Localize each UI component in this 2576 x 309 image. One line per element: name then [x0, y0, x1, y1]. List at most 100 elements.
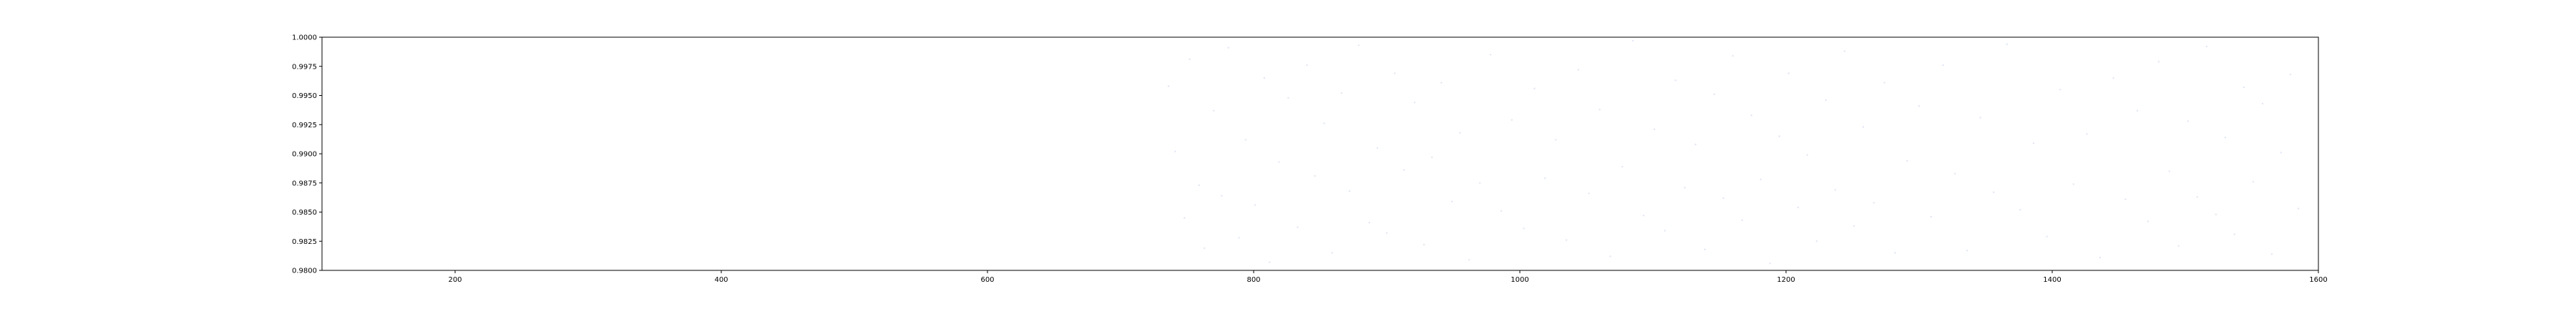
scatter-point [1769, 263, 1771, 265]
scatter-point [2157, 61, 2160, 63]
scatter-point [2059, 89, 2062, 91]
x-tick-label: 800 [1246, 276, 1260, 284]
scatter-point [2289, 74, 2292, 76]
scatter-point [2297, 207, 2300, 210]
scatter-point [1368, 222, 1371, 224]
scatter-point [1306, 64, 1308, 67]
scatter-point [1167, 85, 1170, 87]
scatter-point [1834, 189, 1836, 191]
scatter-point [1287, 97, 1289, 99]
scatter-point [1750, 114, 1752, 117]
scatter-point [1642, 215, 1645, 217]
scatter-point [1213, 109, 1215, 112]
scatter-point [2252, 180, 2255, 183]
scatter-point [2147, 220, 2150, 222]
scatter-point [1621, 165, 1624, 168]
scatter-point [1906, 160, 1908, 162]
scatter-point [2112, 77, 2114, 79]
scatter-point [2136, 109, 2139, 112]
scatter-point [1403, 169, 1405, 171]
scatter-point [1825, 99, 1827, 102]
scatter-point [1189, 58, 1191, 61]
scatter-point [1263, 77, 1266, 79]
scatter-point [1198, 184, 1200, 187]
scatter-point [1450, 200, 1453, 202]
scatter-point [1555, 139, 1557, 141]
scatter-point [1340, 92, 1343, 94]
x-tick-label: 1400 [2043, 276, 2061, 284]
scatter-point [1664, 230, 1666, 232]
scatter-point [1227, 46, 1229, 49]
scatter-point [1459, 132, 1461, 134]
scatter-point [2233, 233, 2235, 235]
x-tick-label: 400 [714, 276, 728, 284]
scatter-point [1853, 225, 1855, 227]
scatter-point [1732, 54, 1734, 57]
y-tick-label: 0.9900 [292, 151, 317, 159]
scatter-point [1704, 248, 1706, 250]
scatter-point [1331, 252, 1333, 254]
scatter-point [1778, 135, 1780, 137]
scatter-point [1873, 202, 1875, 204]
scatter-point [2280, 152, 2283, 154]
scatter-point [1713, 93, 1715, 96]
scatter-point [2187, 120, 2189, 122]
y-tick-label: 1.0000 [292, 34, 317, 42]
scatter-point [1694, 143, 1697, 146]
scatter-point [2124, 198, 2127, 200]
scatter-point [1862, 126, 1865, 128]
scatter-point [1588, 192, 1590, 195]
plot-frame [321, 36, 2319, 271]
scatter-point [1966, 250, 1968, 252]
scatter-point [1565, 239, 1568, 241]
scatter-point [1489, 54, 1492, 56]
scatter-point [1440, 82, 1443, 84]
scatter-point [2099, 256, 2102, 259]
scatter-point [2046, 235, 2048, 237]
scatter-point [1883, 82, 1885, 84]
scatter-point [1314, 175, 1316, 177]
y-tick-label: 0.9850 [292, 209, 317, 217]
scatter-point [1184, 217, 1186, 219]
scatter-point [1348, 190, 1351, 192]
scatter-point [2270, 253, 2273, 255]
data-points [1167, 39, 2300, 265]
y-axis: 0.9800 0.9825 0.9850 0.9875 0.9900 0.9925 0.99… [292, 34, 322, 275]
scatter-point [1385, 232, 1388, 234]
scatter-point [2215, 213, 2217, 215]
scatter-point [1500, 210, 1503, 212]
scatter-point [1930, 215, 1932, 218]
x-tick-label: 1000 [1511, 276, 1528, 284]
scatter-point [1174, 150, 1176, 152]
scatter-point [2086, 133, 2088, 135]
scatter-point [1254, 204, 1257, 206]
y-tick-label: 0.9825 [292, 238, 317, 246]
scatter-point [1599, 108, 1601, 111]
scatter-point [1894, 252, 1896, 254]
scatter-point [2196, 196, 2198, 198]
scatter-point [1787, 72, 1790, 74]
scatter-point [1297, 226, 1299, 228]
scatter-point [1722, 197, 1724, 200]
scatter-point [1479, 182, 1481, 184]
x-tick-label: 1600 [2309, 276, 2327, 284]
scatter-point [1544, 177, 1546, 180]
scatter-point [1674, 79, 1677, 82]
scatter-point [2177, 245, 2180, 247]
scatter-point [2168, 170, 2170, 172]
x-axis: 200 400 600 800 1000 1200 1400 1600 [448, 270, 2328, 284]
scatter-point [1533, 87, 1536, 89]
scatter-point [1609, 255, 1611, 258]
scatter-point [1511, 119, 1513, 121]
scatter-point [2032, 142, 2035, 144]
scatter-point [1376, 147, 1379, 149]
scatter-point [1653, 128, 1656, 130]
scatter-point [1431, 156, 1433, 159]
y-tick-label: 0.9975 [292, 63, 317, 71]
scatter-point [1918, 105, 1921, 107]
scatter-point [1954, 172, 1956, 175]
y-tick-label: 0.9800 [292, 268, 317, 275]
scatter-point [1631, 39, 1634, 42]
y-tick-label: 0.9950 [292, 92, 317, 100]
